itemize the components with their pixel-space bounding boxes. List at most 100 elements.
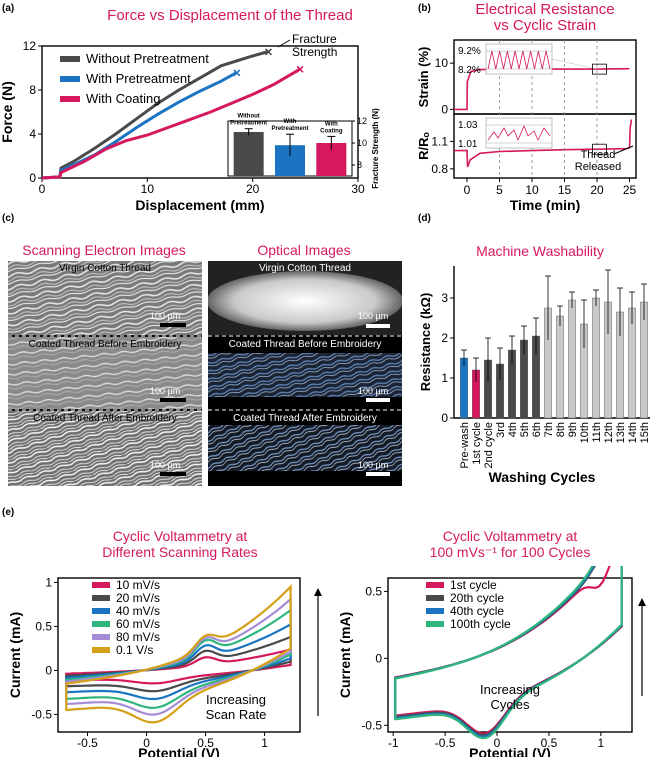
chart-b-resistance-strain: 0 10 Strain (%) 0.8 1.1R/Rₒ 0 5 10 15 20 25 Time (m… — [418, 39, 637, 213]
chart-a-inset-ylabel: Fracture Strength (N) — [371, 108, 380, 189]
sem-title: Scanning Electron Images — [22, 242, 186, 258]
chart-d-ytick-label: 2 — [441, 331, 448, 345]
chart-b-title-l1: Electrical Resistance — [475, 1, 615, 18]
chart-d-category-label: 4th — [507, 422, 519, 437]
chart-b-xtick-label: 15 — [558, 183, 572, 197]
chart-b-top-inset — [485, 43, 553, 75]
chart-e1-legend-swatch-1 — [92, 595, 110, 601]
chart-d-category-label: 8th — [555, 422, 567, 437]
chart-a-fracture-mark: × — [296, 61, 304, 77]
chart-e2-title-l2: 100 mVs⁻¹ for 100 Cycles — [429, 544, 591, 560]
chart-e1-legend-label-5: 0.1 V/s — [116, 643, 153, 657]
chart-d-ytick-label: 0 — [441, 411, 448, 425]
chart-d-bar — [628, 307, 636, 419]
chart-b-top-ylabel: Strain (%) — [418, 47, 431, 108]
chart-e2-series-3 — [394, 566, 623, 740]
chart-d-category-label: 10th — [579, 422, 591, 443]
sem-caption-3: Coated Thread After Embroidery — [33, 413, 177, 424]
sem-scale-bar-2 — [160, 398, 186, 402]
optical-scale-bar-3 — [366, 472, 390, 476]
chart-a-ytick-label: 4 — [29, 127, 36, 141]
chart-b-xtick-label: 0 — [464, 183, 471, 197]
chart-b-top-inset-wave — [487, 50, 551, 70]
chart-e1-legend-swatch-2 — [92, 608, 110, 614]
chart-b-title: Electrical Resistance vs Cyclic Strain — [440, 2, 650, 34]
chart-e1-arrow-head — [314, 588, 322, 596]
optical-caption-3: Coated Thread After Embroidery — [233, 413, 377, 424]
chart-a-title: Force vs Displacement of the Thread — [107, 7, 353, 24]
optical-image-stack: Virgin Cotton Thread Coated Thread Befor… — [208, 261, 402, 486]
chart-a-annotation-line: Fracture — [292, 32, 337, 46]
panel-label-d: (d) — [418, 213, 431, 224]
chart-e1-title-l2: Different Scanning Rates — [102, 544, 258, 560]
chart-a-series-0 — [41, 50, 269, 180]
chart-e1-ytick-label: 1 — [45, 575, 52, 589]
chart-a-legend-label-0: Without Pretreatment — [86, 51, 209, 66]
chart-b-top-inset-label-lo: 8.2% — [458, 65, 481, 76]
sem-scale-3: 100 µm — [150, 460, 181, 470]
chart-e2-frame — [387, 577, 633, 733]
chart-a-ylabel: Force (N) — [0, 81, 15, 142]
chart-e1-annotation: Increasing Scan Rate — [206, 692, 267, 722]
chart-e1-legend-swatch-0 — [92, 582, 110, 588]
chart-a-inset-cat-label: With Pretreatment — [271, 119, 308, 132]
sem-scale-bar-3 — [160, 472, 186, 476]
panel-label-c: (c) — [2, 213, 15, 224]
chart-d-bar — [568, 299, 576, 419]
chart-e2-legend-swatch-1 — [426, 595, 444, 601]
chart-e2-xtick-label: -1 — [388, 736, 399, 750]
chart-b-bottom-ylabel: R/Rₒ — [418, 131, 431, 159]
chart-e2-xtick-label: 0 — [494, 736, 501, 750]
optical-caption-2: Coated Thread Before Embroidery — [228, 339, 382, 350]
chart-e1-legend-label-4: 80 mV/s — [116, 630, 160, 644]
chart-d-category-label: 5th — [519, 422, 531, 437]
chart-a-inset-cat-word: With — [284, 119, 297, 125]
chart-b-xtick-label: 25 — [623, 183, 637, 197]
optical-scale-bar-1 — [366, 324, 390, 328]
chart-d-title: Machine Washability — [476, 243, 604, 259]
chart-d-ylabel: Resistance (kΩ) — [418, 293, 433, 392]
chart-a-series-2 — [41, 67, 301, 180]
chart-d-xlabel: Washing Cycles — [489, 469, 596, 485]
chart-e1-legend-swatch-4 — [92, 634, 110, 640]
optical-scale-1: 100 µm — [358, 311, 389, 321]
chart-d-ytick-label: 1 — [441, 371, 448, 385]
chart-a-xlabel: Displacement (mm) — [135, 197, 264, 213]
sem-texture — [8, 261, 202, 486]
panel-label-e: (e) — [2, 507, 15, 518]
chart-a-inset-bar — [233, 132, 264, 176]
chart-b-top-ytick-label: 10 — [435, 56, 449, 70]
chart-d-bar — [592, 297, 600, 419]
chart-e2-annotation-line: Increasing — [480, 682, 540, 697]
chart-a-xtick-label: 0 — [39, 182, 46, 196]
chart-b-bottom-inset-wave — [487, 124, 551, 142]
optical-scale-2: 100 µm — [358, 386, 389, 396]
chart-e2-legend-label-3: 100th cycle — [450, 617, 511, 631]
sem-scale-bar-1 — [160, 323, 186, 327]
chart-e1-xtick-label: 1 — [261, 736, 268, 750]
panel-label-a: (a) — [2, 3, 15, 14]
chart-e1-legend-label-1: 20 mV/s — [116, 591, 160, 605]
chart-b-annotation-arrow — [613, 145, 634, 155]
chart-e1-annotation-line: Increasing — [206, 692, 266, 707]
chart-a-legend-label-1: With Pretreatment — [86, 71, 191, 86]
chart-d-bar — [460, 357, 468, 419]
chart-e1-ytick-label: 0 — [45, 663, 52, 677]
optical-title: Optical Images — [257, 242, 351, 258]
optical-scale-3: 100 µm — [358, 460, 389, 470]
chart-a-inset-cat-word: With — [325, 121, 338, 127]
chart-d-category-label: 3rd — [495, 422, 507, 438]
chart-e2-xtick-label: 0.5 — [541, 736, 558, 750]
chart-b-bottom-zoom-box — [592, 143, 607, 155]
chart-d-category-label: 6th — [531, 422, 543, 437]
chart-a-inset-ytick-label: 10 — [357, 138, 367, 148]
chart-b-xtick-label: 20 — [590, 183, 604, 197]
chart-b-annotation-line: Thread — [581, 149, 616, 161]
chart-b-top-inset-connector — [551, 58, 598, 70]
chart-e2-ytick-label: 0 — [375, 651, 382, 665]
chart-a-annotation: Fracture Strength — [292, 32, 337, 59]
chart-b-annotation-line: Released — [575, 161, 621, 173]
chart-e2-title: Cyclic Voltammetry at 100 mVs⁻¹ for 100 … — [370, 528, 650, 560]
chart-e1-legend-label-0: 10 mV/s — [116, 578, 160, 592]
sem-scale-1: 100 µm — [150, 311, 181, 321]
